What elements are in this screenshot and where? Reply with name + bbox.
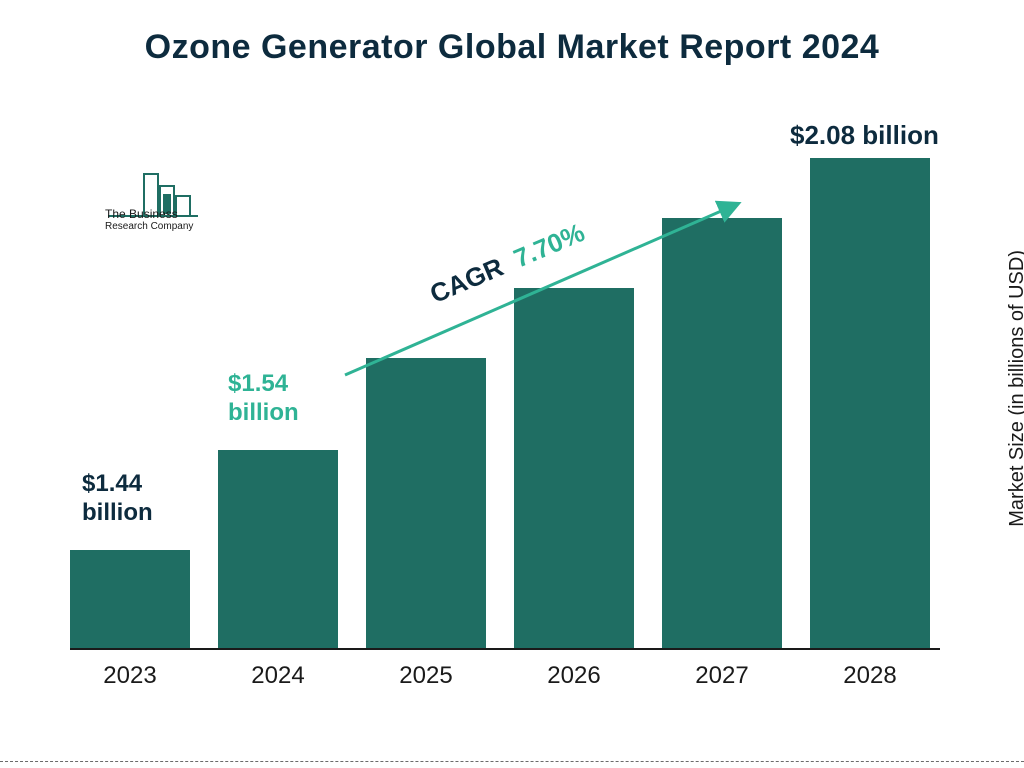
x-label-2028: 2028 (810, 662, 930, 690)
bottom-dashed-line (0, 761, 1024, 762)
cagr-arrow-icon (335, 190, 755, 390)
y-axis-label: Market Size (in billions of USD) (1006, 250, 1024, 527)
callout-2024: $1.54 billion (228, 370, 299, 428)
x-label-2023: 2023 (70, 662, 190, 690)
callout-2028: $2.08 billion (790, 120, 939, 151)
bar-2028 (810, 158, 930, 648)
bar-2023 (70, 550, 190, 648)
x-label-2024: 2024 (218, 662, 338, 690)
callout-2023: $1.44 billion (82, 470, 153, 528)
callout-2024-suffix: billion (228, 399, 299, 428)
bar-2024 (218, 450, 338, 648)
x-axis (70, 648, 940, 650)
x-label-2026: 2026 (514, 662, 634, 690)
callout-2023-value: $1.44 (82, 470, 153, 499)
x-label-2025: 2025 (366, 662, 486, 690)
page-root: Ozone Generator Global Market Report 202… (0, 0, 1024, 768)
callout-2028-value: $2.08 billion (790, 120, 939, 150)
bar-2025 (366, 358, 486, 648)
callout-2024-value: $1.54 (228, 370, 299, 399)
x-label-2027: 2027 (662, 662, 782, 690)
chart-title: Ozone Generator Global Market Report 202… (0, 28, 1024, 67)
callout-2023-suffix: billion (82, 499, 153, 528)
